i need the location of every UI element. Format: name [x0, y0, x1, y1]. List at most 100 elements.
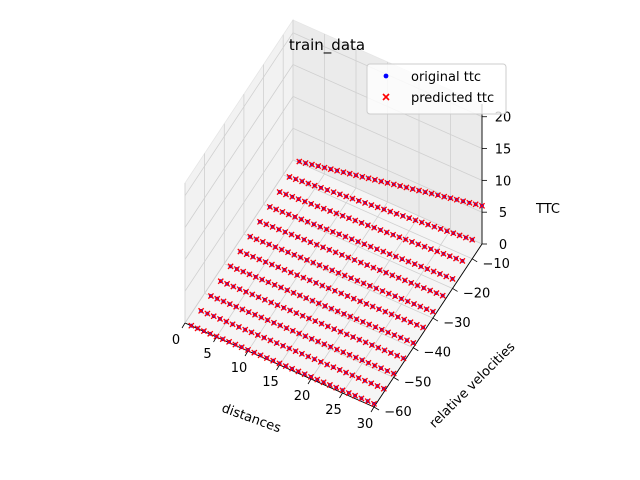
- point-predicted-ttc: [269, 223, 276, 230]
- point-predicted-ttc: [417, 263, 425, 270]
- point-predicted-ttc: [333, 346, 340, 353]
- y-tick-label: −20: [463, 286, 490, 301]
- point-predicted-ttc: [389, 272, 396, 279]
- point-predicted-ttc: [345, 389, 352, 397]
- point-predicted-ttc: [401, 316, 408, 323]
- point-predicted-ttc: [317, 358, 324, 365]
- z-tick-label: 5: [499, 206, 507, 221]
- point-predicted-ttc: [249, 291, 256, 298]
- point-predicted-ttc: [334, 308, 341, 315]
- point-predicted-ttc: [327, 207, 334, 215]
- point-predicted-ttc: [390, 231, 397, 238]
- point-predicted-ttc: [259, 238, 266, 245]
- point-predicted-ttc: [293, 310, 300, 317]
- point-predicted-ttc: [278, 246, 285, 253]
- point-predicted-ttc: [275, 264, 282, 271]
- point-predicted-ttc: [462, 234, 469, 241]
- point-predicted-ttc: [379, 287, 386, 295]
- point-predicted-ttc: [318, 320, 325, 327]
- point-predicted-ttc: [333, 210, 340, 217]
- point-predicted-ttc: [361, 241, 368, 248]
- point-predicted-ttc: [273, 206, 280, 213]
- legend-marker-predicted: [382, 93, 390, 101]
- point-predicted-ttc: [372, 324, 379, 331]
- point-predicted-ttc: [304, 218, 311, 225]
- point-predicted-ttc: [337, 328, 344, 335]
- point-predicted-ttc: [346, 351, 353, 358]
- point-predicted-ttc: [328, 305, 335, 312]
- point-predicted-ttc: [355, 374, 362, 382]
- y-axis-line: [373, 243, 483, 408]
- point-predicted-ttc: [409, 185, 416, 193]
- point-predicted-ttc: [336, 231, 343, 238]
- point-predicted-ttc: [349, 372, 356, 379]
- point-predicted-ttc: [403, 337, 411, 344]
- point-predicted-ttc: [390, 181, 397, 188]
- point-predicted-ttc: [405, 258, 412, 265]
- z-tick-label: 0: [499, 238, 507, 253]
- point-predicted-ttc: [325, 285, 332, 292]
- z-tick-label: 10: [495, 174, 512, 189]
- point-predicted-ttc: [375, 344, 382, 351]
- point-predicted-ttc: [407, 319, 414, 326]
- point-predicted-ttc: [319, 244, 327, 251]
- point-predicted-ttc: [431, 223, 438, 230]
- point-predicted-ttc: [254, 331, 261, 339]
- point-predicted-ttc: [229, 321, 236, 328]
- point-predicted-ttc: [312, 279, 320, 287]
- point-predicted-ttc: [362, 199, 369, 207]
- point-predicted-ttc: [387, 208, 394, 215]
- point-predicted-ttc: [287, 269, 294, 276]
- point-predicted-ttc: [412, 217, 419, 224]
- x-tick-mark: [339, 392, 343, 399]
- y-tick-mark: [373, 406, 380, 411]
- point-predicted-ttc: [298, 350, 305, 357]
- point-predicted-ttc: [430, 268, 437, 275]
- point-predicted-ttc: [268, 299, 275, 306]
- point-predicted-ttc: [295, 368, 302, 375]
- point-predicted-ttc: [377, 226, 384, 234]
- point-predicted-ttc: [233, 265, 240, 273]
- point-predicted-ttc: [237, 248, 244, 255]
- point-predicted-ttc: [286, 307, 294, 314]
- legend: original ttc predicted ttc: [366, 63, 507, 115]
- x-tick-label: 5: [203, 347, 211, 362]
- point-predicted-ttc: [356, 336, 363, 343]
- point-predicted-ttc: [453, 255, 460, 262]
- point-predicted-ttc: [322, 264, 329, 271]
- x-tick-mark: [276, 364, 280, 371]
- point-predicted-ttc: [280, 304, 287, 311]
- y-tick-mark: [393, 377, 399, 381]
- point-predicted-ttc: [256, 218, 264, 225]
- point-predicted-ttc: [357, 259, 364, 266]
- point-predicted-ttc: [322, 302, 329, 310]
- point-predicted-ttc: [347, 275, 355, 282]
- point-predicted-ttc: [391, 331, 398, 339]
- y-tick-mark: [413, 347, 419, 352]
- point-predicted-ttc: [392, 293, 399, 300]
- point-predicted-ttc: [251, 311, 259, 318]
- point-predicted-ttc: [266, 203, 273, 210]
- point-predicted-ttc: [329, 228, 336, 235]
- point-predicted-ttc: [242, 288, 250, 295]
- point-predicted-ttc: [309, 297, 316, 304]
- point-predicted-ttc: [380, 385, 387, 392]
- point-predicted-ttc: [342, 233, 349, 240]
- point-predicted-ttc: [249, 253, 257, 260]
- point-predicted-ttc: [256, 256, 263, 263]
- point-predicted-ttc: [359, 318, 366, 325]
- point-predicted-ttc: [429, 308, 436, 315]
- point-predicted-ttc: [238, 344, 245, 351]
- point-predicted-ttc: [375, 306, 383, 313]
- point-predicted-ttc: [298, 216, 305, 223]
- point-predicted-ttc: [393, 210, 400, 217]
- point-predicted-ttc: [366, 321, 373, 328]
- z-axis-label: TTC: [535, 202, 560, 217]
- x-tick-label: 30: [357, 417, 374, 432]
- point-predicted-ttc: [204, 310, 211, 317]
- point-predicted-ttc: [355, 197, 362, 204]
- point-predicted-ttc: [270, 319, 277, 326]
- point-predicted-ttc: [446, 253, 453, 260]
- point-predicted-ttc: [232, 341, 239, 348]
